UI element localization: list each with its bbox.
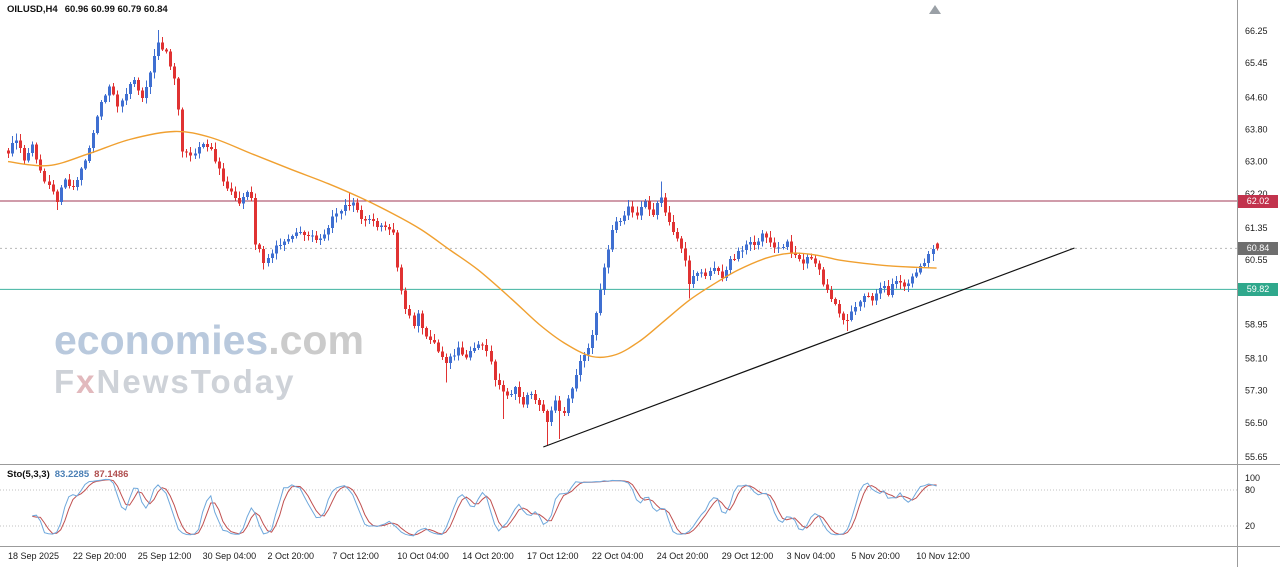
- svg-text:63.80: 63.80: [1245, 125, 1268, 135]
- svg-text:14 Oct 20:00: 14 Oct 20:00: [462, 551, 514, 561]
- indicator-name: Sto(5,3,3): [7, 469, 50, 480]
- svg-text:58.10: 58.10: [1245, 354, 1268, 364]
- moving-average-line[interactable]: [7, 130, 937, 359]
- watermark-logo: economies.com FxNewsToday: [54, 317, 364, 400]
- svg-text:56.50: 56.50: [1245, 418, 1268, 428]
- svg-text:30 Sep 04:00: 30 Sep 04:00: [203, 551, 257, 561]
- candlesticks[interactable]: [7, 29, 939, 445]
- svg-text:10 Oct 04:00: 10 Oct 04:00: [397, 551, 449, 561]
- watermark-tagline: FxNewsToday: [54, 363, 296, 400]
- svg-text:3 Nov 04:00: 3 Nov 04:00: [787, 551, 836, 561]
- trendline[interactable]: [543, 247, 1075, 448]
- svg-text:5 Nov 20:00: 5 Nov 20:00: [851, 551, 900, 561]
- indicator-main-value: 83.2285: [54, 469, 90, 480]
- svg-text:7 Oct 12:00: 7 Oct 12:00: [332, 551, 379, 561]
- svg-text:22 Sep 20:00: 22 Sep 20:00: [73, 551, 127, 561]
- svg-text:20: 20: [1245, 521, 1255, 531]
- time-axis[interactable]: 18 Sep 2025 22 Sep 20:00 25 Sep 12:00 30 Se…: [8, 551, 970, 561]
- svg-text:60.55: 60.55: [1245, 255, 1268, 265]
- svg-text:80: 80: [1245, 485, 1255, 495]
- svg-text:63.00: 63.00: [1245, 157, 1268, 167]
- svg-text:24 Oct 20:00: 24 Oct 20:00: [657, 551, 709, 561]
- svg-text:22 Oct 04:00: 22 Oct 04:00: [592, 551, 644, 561]
- indicator-label: Sto(5,3,3) 83.2285 87.1486: [7, 469, 128, 480]
- svg-text:18 Sep 2025: 18 Sep 2025: [8, 551, 59, 561]
- svg-text:55.65: 55.65: [1245, 452, 1268, 462]
- svg-text:10 Nov 12:00: 10 Nov 12:00: [916, 551, 970, 561]
- price-marker-support: 59.82: [1238, 282, 1278, 296]
- svg-text:66.25: 66.25: [1245, 26, 1268, 36]
- price-marker-current: 60.84: [1238, 241, 1278, 255]
- svg-text:61.35: 61.35: [1245, 223, 1268, 233]
- price-axis[interactable]: 66.25 65.45 64.60 63.80 63.00 62.20 61.35 60.55…: [1245, 26, 1268, 531]
- svg-text:58.95: 58.95: [1245, 319, 1268, 329]
- svg-text:64.60: 64.60: [1245, 92, 1268, 102]
- chart-title: OILUSD,H4 60.96 60.99 60.79 60.84: [7, 4, 168, 15]
- svg-text:25 Sep 12:00: 25 Sep 12:00: [138, 551, 192, 561]
- horizontal-price-lines[interactable]: [0, 200, 1237, 290]
- scroll-to-end-icon[interactable]: [929, 5, 941, 14]
- svg-text:2 Oct 20:00: 2 Oct 20:00: [268, 551, 315, 561]
- chart-symbol: OILUSD,H4: [7, 4, 58, 15]
- indicator-signal-value: 87.1486: [94, 469, 129, 480]
- price-marker-resistance: 62.02: [1238, 194, 1278, 208]
- svg-text:17 Oct 12:00: 17 Oct 12:00: [527, 551, 579, 561]
- svg-text:100: 100: [1245, 473, 1260, 483]
- svg-text:57.30: 57.30: [1245, 386, 1268, 396]
- svg-text:65.45: 65.45: [1245, 58, 1268, 68]
- watermark-brand-line: economies.com: [54, 317, 364, 363]
- stochastic-pane[interactable]: [0, 478, 1237, 537]
- svg-text:29 Oct 12:00: 29 Oct 12:00: [722, 551, 774, 561]
- svg-text:62.20: 62.20: [1245, 189, 1268, 199]
- chart-ohlc-values: 60.96 60.99 60.79 60.84: [64, 4, 168, 15]
